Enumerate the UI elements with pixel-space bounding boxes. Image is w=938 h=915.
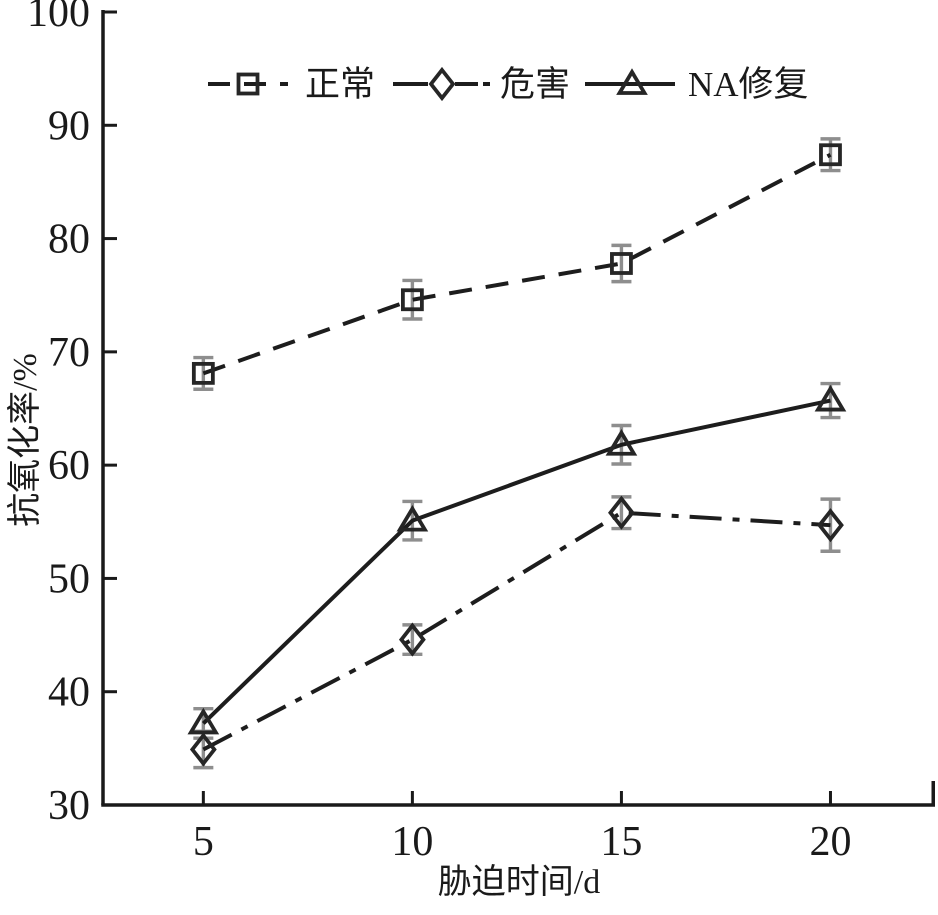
series-na-repair-triangle-marker bbox=[814, 384, 847, 412]
legend-series-harm-diamond-marker bbox=[428, 66, 456, 102]
y-tick-label: 30 bbox=[48, 783, 90, 829]
y-tick-label: 50 bbox=[48, 556, 90, 602]
series-na-repair-triangle-marker bbox=[605, 429, 638, 456]
legend-series-normal-square-marker bbox=[236, 72, 260, 96]
y-tick-label: 90 bbox=[48, 103, 90, 149]
series-na-repair-triangle-marker bbox=[187, 707, 220, 735]
legend-series-na-repair-label: NA修复 bbox=[688, 65, 809, 104]
y-tick-label: 40 bbox=[48, 670, 90, 716]
series-na-repair-triangle-marker bbox=[396, 504, 429, 532]
y-tick-label: 100 bbox=[27, 0, 90, 36]
y-tick-label: 70 bbox=[48, 330, 90, 376]
series-normal-line bbox=[202, 152, 832, 376]
x-tick-label: 20 bbox=[809, 819, 851, 865]
series-harm-diamond-marker bbox=[189, 732, 217, 767]
series-harm-diamond-marker bbox=[398, 622, 426, 657]
x-tick-label: 15 bbox=[600, 819, 642, 865]
y-axis-title: 抗氧化率/% bbox=[6, 353, 44, 527]
legend-series-na-repair-triangle-marker bbox=[616, 68, 648, 95]
series-normal-square-marker bbox=[400, 288, 424, 312]
series-harm-diamond-marker bbox=[817, 508, 844, 543]
legend-series-harm-label: 危害 bbox=[500, 65, 570, 104]
series-na-repair-line bbox=[201, 398, 831, 725]
series-normal-square-marker bbox=[610, 252, 633, 275]
series-normal-square-marker bbox=[819, 143, 842, 167]
y-tick-label: 80 bbox=[48, 217, 90, 263]
legend-series-normal-label: 正常 bbox=[305, 65, 375, 104]
series-normal-square-marker bbox=[191, 361, 215, 385]
x-tick-label: 5 bbox=[193, 819, 214, 865]
x-tick-label: 10 bbox=[391, 819, 433, 865]
series-harm-diamond-marker bbox=[608, 495, 635, 530]
y-tick-label: 60 bbox=[48, 443, 90, 489]
x-axis-title: 胁迫时间/d bbox=[438, 863, 600, 901]
